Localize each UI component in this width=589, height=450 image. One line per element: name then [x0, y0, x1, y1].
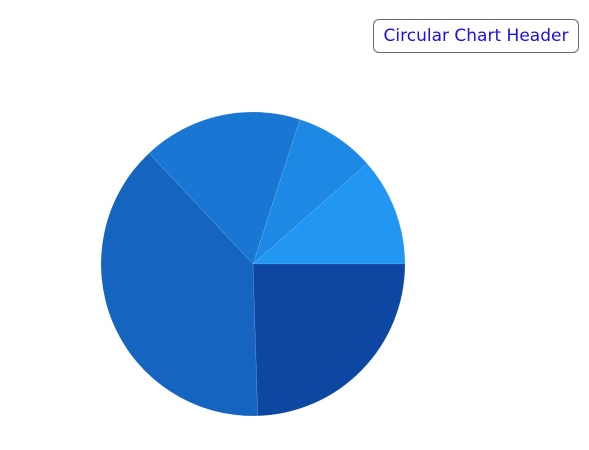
pie-slice-2[interactable] [252, 119, 368, 265]
pie-slice-4[interactable] [100, 152, 258, 417]
pie-slice-5[interactable] [252, 263, 406, 417]
chart-header-button[interactable]: Circular Chart Header [373, 19, 579, 53]
pie-slice-1[interactable] [252, 163, 406, 265]
pie-slice-3[interactable] [148, 111, 301, 265]
